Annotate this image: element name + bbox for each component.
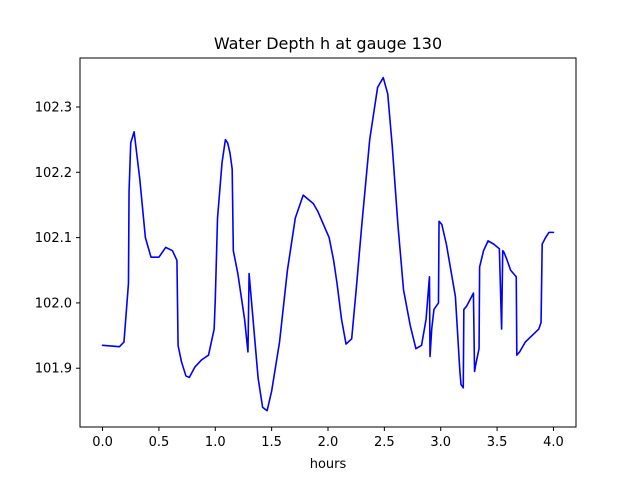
y-tick-label: 102.2 xyxy=(35,166,72,181)
x-axis: 0.0 0.5 1.0 1.5 2.0 2.5 3.0 3.5 4.0 xyxy=(92,427,564,450)
x-tick-label: 0.5 xyxy=(149,435,170,450)
x-tick-label: 3.5 xyxy=(487,435,508,450)
x-tick-label: 0.0 xyxy=(92,435,113,450)
x-tick-label: 1.5 xyxy=(261,435,282,450)
y-tick-label: 102.3 xyxy=(35,100,72,115)
x-tick-label: 2.0 xyxy=(318,435,339,450)
series-line-0 xyxy=(101,76,555,412)
x-tick-label: 4.0 xyxy=(543,435,564,450)
plot-series xyxy=(101,76,555,412)
y-tick-label: 102.1 xyxy=(35,231,72,246)
x-axis-label: hours xyxy=(310,457,347,472)
x-tick-label: 3.0 xyxy=(430,435,451,450)
y-axis: 101.9 102.0 102.1 102.2 102.3 xyxy=(35,100,80,377)
y-tick-label: 102.0 xyxy=(35,296,72,311)
chart-title: Water Depth h at gauge 130 xyxy=(214,34,442,53)
x-tick-label: 2.5 xyxy=(374,435,395,450)
y-tick-label: 101.9 xyxy=(35,362,72,377)
x-tick-label: 1.0 xyxy=(205,435,226,450)
